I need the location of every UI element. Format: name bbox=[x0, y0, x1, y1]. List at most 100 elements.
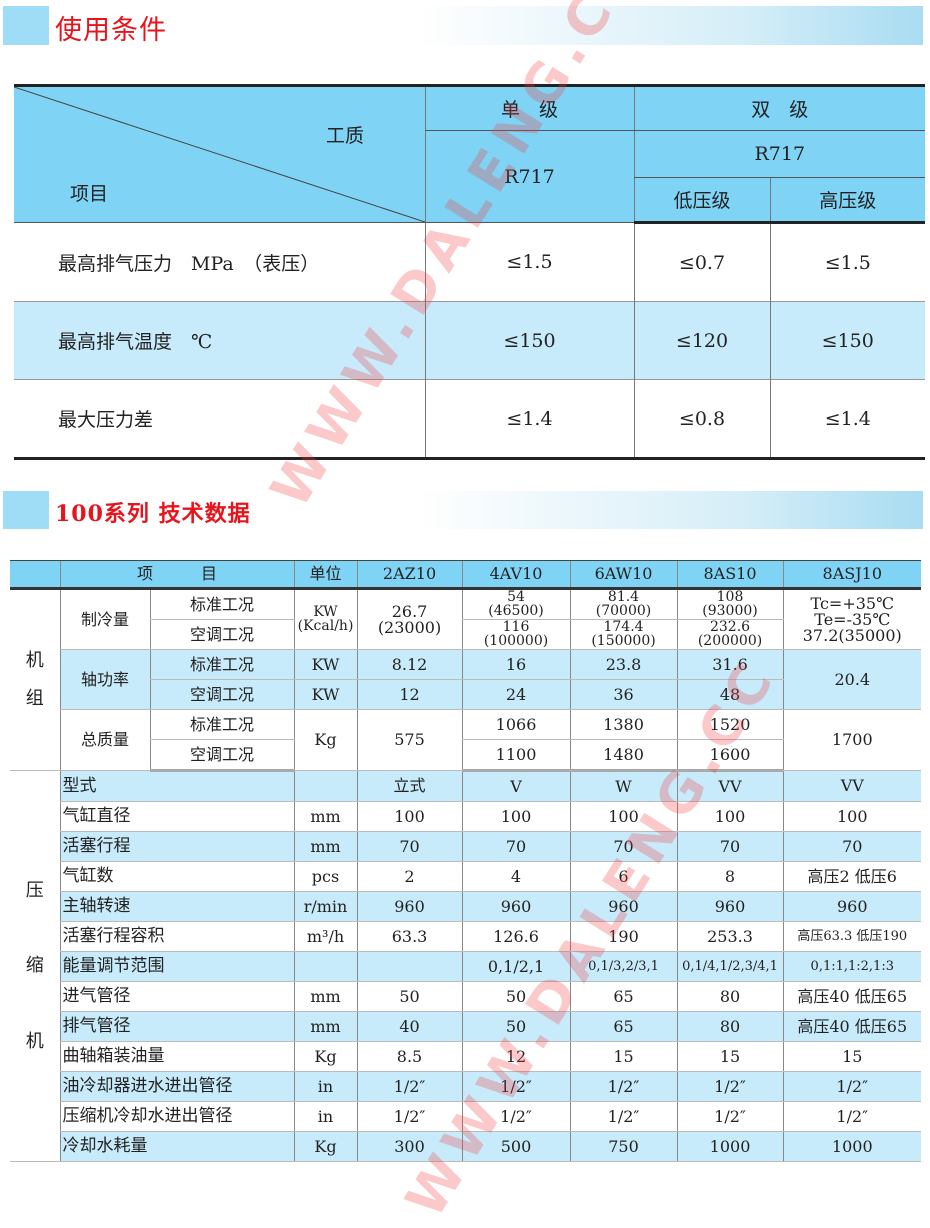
value: 960 bbox=[569, 891, 678, 922]
header-model: 6AW10 bbox=[569, 560, 678, 590]
table-row: 主轴转速 r/min 960 960 960 960 960 bbox=[10, 891, 922, 922]
group-label-unit: 机 组 bbox=[10, 588, 60, 771]
header-double-refrigerant: R717 bbox=[633, 130, 926, 178]
value: 高压40 低压65 bbox=[782, 1011, 922, 1042]
value: 0,1/3,2/3,1 bbox=[569, 951, 678, 982]
table-row: 总质量 标准工况 Kg 575 1066 1380 1520 1700 bbox=[10, 709, 922, 771]
value: 0,1/4,1/2,3/4,1 bbox=[676, 951, 784, 982]
value: 63.3 bbox=[356, 921, 463, 952]
item-name: 型式 bbox=[59, 770, 295, 802]
value: 0,1/2,1 bbox=[461, 951, 571, 982]
unit: Kg bbox=[293, 709, 358, 771]
value: 174.4 (150000) bbox=[569, 619, 678, 650]
table-row: 能量调节范围 0,1/2,1 0,1/3,2/3,1 0,1/4,1/2,3/4,1 0… bbox=[10, 951, 922, 982]
header-single-stage: 单 级 bbox=[424, 85, 634, 131]
item-name: 活塞行程容积 bbox=[59, 921, 295, 952]
unit bbox=[293, 951, 358, 982]
value: 116 (100000) bbox=[461, 619, 571, 650]
item-name: 活塞行程 bbox=[59, 831, 295, 862]
value: 2 bbox=[356, 861, 463, 892]
value: 70 bbox=[569, 831, 678, 862]
value: 65 bbox=[569, 981, 678, 1012]
table-row: 空调工况 1100 1480 1600 bbox=[10, 739, 921, 772]
item-name: 压缩机冷却水进出管径 bbox=[59, 1101, 295, 1132]
unit: in bbox=[293, 1101, 358, 1132]
value: 50 bbox=[356, 981, 463, 1012]
diagonal-header-cell: 工质 项目 bbox=[14, 85, 425, 223]
unit: mm bbox=[293, 981, 358, 1012]
value: 960 bbox=[461, 891, 571, 922]
high-value: ≤1.4 bbox=[769, 379, 926, 459]
section-header-conditions: 使用条件 bbox=[3, 6, 923, 46]
table-row: 排气管径 mm 40 50 65 80 高压40 低压65 bbox=[10, 1011, 922, 1042]
value: 1520 bbox=[676, 709, 784, 740]
table-row: 进气管径 mm 50 50 65 80 高压40 低压65 bbox=[10, 981, 922, 1012]
value: Tc=+35℃ Te=-35℃ 37.2(35000) bbox=[782, 588, 922, 650]
group-label-compressor: 压 缩 机 bbox=[10, 770, 60, 1162]
value: 1/2″ bbox=[461, 1071, 571, 1102]
table-row: 轴功率 标准工况 KW 8.12 16 23.8 31.6 20.4 bbox=[10, 649, 922, 710]
condition-label: 标准工况 bbox=[149, 588, 295, 620]
value: 1000 bbox=[782, 1131, 922, 1162]
item-name: 排气管径 bbox=[59, 1011, 295, 1042]
single-value: ≤150 bbox=[424, 301, 634, 380]
header-item: 项目 bbox=[70, 183, 109, 205]
value: 1/2″ bbox=[676, 1101, 784, 1132]
unit: mm bbox=[293, 1011, 358, 1042]
value: 108 (93000) bbox=[676, 588, 784, 620]
value: 26.7 (23000) bbox=[356, 588, 463, 650]
item-name: 能量调节范围 bbox=[59, 951, 295, 982]
value: 1000 bbox=[676, 1131, 784, 1162]
value: 36 bbox=[569, 679, 678, 710]
row-name: 最高排气压力 MPa （表压） bbox=[58, 252, 320, 275]
single-value: ≤1.4 bbox=[424, 379, 634, 459]
table-row: 气缸直径 mm 100 100 100 100 100 bbox=[10, 801, 922, 832]
value: W bbox=[569, 770, 678, 802]
value: 70 bbox=[676, 831, 784, 862]
header-high-stage: 高压级 bbox=[769, 177, 926, 224]
header-single-refrigerant: R717 bbox=[424, 130, 634, 223]
value: 253.3 bbox=[676, 921, 784, 952]
item-name: 曲轴箱装油量 bbox=[59, 1041, 295, 1072]
value: 960 bbox=[676, 891, 784, 922]
table-row: 项 目单位 2AZ10 4AV10 6AW10 8AS10 8ASJ10 bbox=[10, 560, 922, 590]
value: 1/2″ bbox=[356, 1101, 463, 1132]
value: 232.6 (200000) bbox=[676, 619, 784, 650]
value: 20.4 bbox=[782, 649, 922, 710]
unit: Kg bbox=[293, 1131, 358, 1162]
value: 70 bbox=[782, 831, 922, 862]
table-row: 活塞行程容积 m³/h 63.3 126.6 190 253.3 高压63.3 低压190 bbox=[10, 921, 922, 952]
value: 15 bbox=[676, 1041, 784, 1072]
value: 12 bbox=[461, 1041, 571, 1072]
value: 80 bbox=[676, 1011, 784, 1042]
table-row: 压 缩 机型式 立式 V W VV VV bbox=[10, 770, 922, 1162]
value: 54 (46500) bbox=[461, 588, 571, 620]
value: 24 bbox=[461, 679, 571, 710]
table-row: 最大压力差 ≤1.4 ≤0.8 ≤1.4 bbox=[14, 379, 926, 459]
low-value: ≤0.8 bbox=[633, 379, 770, 459]
value: V bbox=[461, 770, 571, 802]
value: 1480 bbox=[569, 739, 678, 772]
item-name: 油冷却器进水进出管径 bbox=[59, 1071, 295, 1102]
value: 300 bbox=[356, 1131, 463, 1162]
value: 1/2″ bbox=[569, 1071, 678, 1102]
value: 4 bbox=[461, 861, 571, 892]
item-name: 主轴转速 bbox=[59, 891, 295, 922]
header-item: 项 目 bbox=[59, 560, 295, 590]
condition-label: 标准工况 bbox=[149, 649, 295, 680]
item-name: 轴功率 bbox=[59, 649, 150, 710]
header-model: 4AV10 bbox=[461, 560, 571, 590]
table-row: 机 组制冷量 标准工况 KW (Kcal/h) 26.7 (23000) 54 (465… bbox=[10, 588, 922, 771]
condition-label: 空调工况 bbox=[149, 679, 295, 710]
value: 100 bbox=[676, 801, 784, 832]
value: 12 bbox=[356, 679, 463, 710]
value: VV bbox=[782, 770, 922, 802]
value: 1700 bbox=[782, 709, 922, 771]
header-medium: 工质 bbox=[326, 125, 365, 147]
header-low-stage: 低压级 bbox=[633, 177, 770, 224]
section-accent-bar bbox=[3, 491, 49, 529]
value: 1100 bbox=[461, 739, 571, 772]
unit: mm bbox=[293, 801, 358, 832]
unit: mm bbox=[293, 831, 358, 862]
unit: pcs bbox=[293, 861, 358, 892]
